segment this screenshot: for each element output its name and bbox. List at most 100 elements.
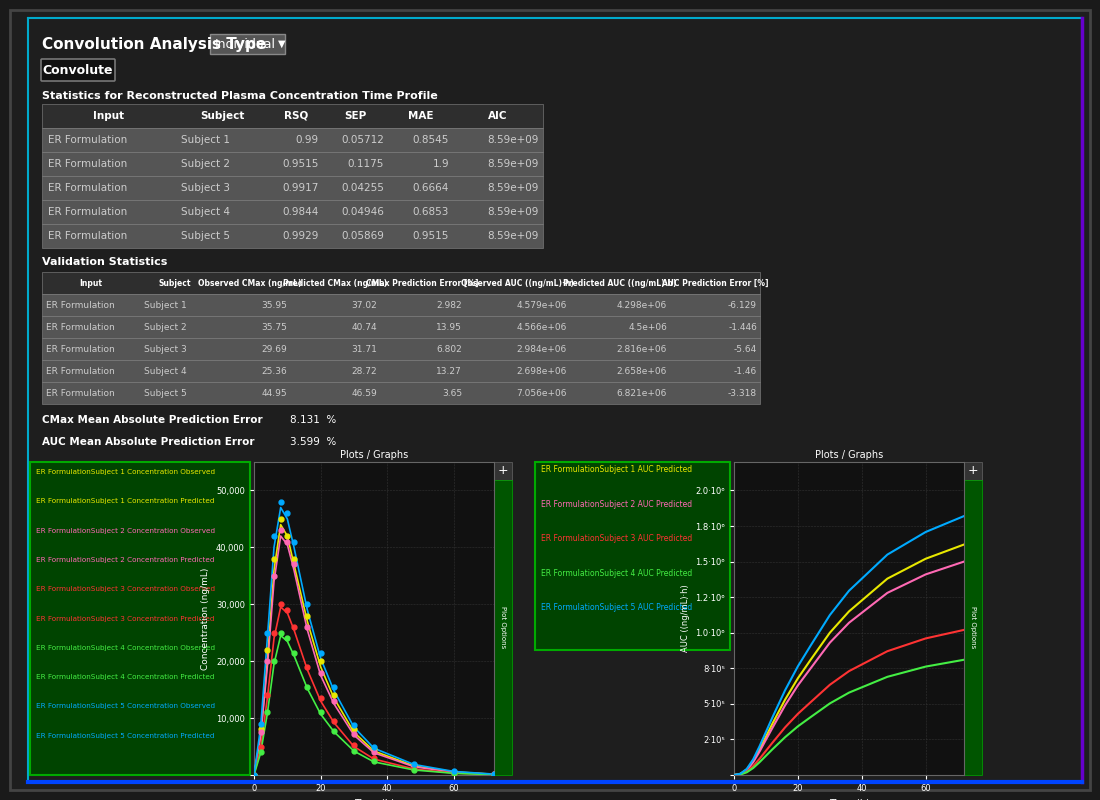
Text: MAE: MAE: [408, 111, 433, 121]
Text: 3.65: 3.65: [442, 389, 462, 398]
Text: Subject 2: Subject 2: [182, 159, 230, 169]
Text: AIC: AIC: [488, 111, 508, 121]
Text: ER Formulation: ER Formulation: [48, 159, 128, 169]
Text: ▼: ▼: [278, 39, 286, 49]
Text: +: +: [968, 465, 978, 478]
Y-axis label: AUC ((ng/mL)·h): AUC ((ng/mL)·h): [681, 585, 690, 652]
Text: Observed CMax (ng/mL): Observed CMax (ng/mL): [198, 278, 301, 287]
FancyBboxPatch shape: [41, 59, 116, 81]
Text: ER FormulationSubject 5 Concentration Observed: ER FormulationSubject 5 Concentration Ob…: [36, 703, 216, 710]
Bar: [42, 104, 543, 128]
Text: 0.99: 0.99: [296, 135, 319, 145]
Bar: [535, 462, 730, 650]
Text: 0.9515: 0.9515: [412, 231, 449, 241]
Text: Plot Options: Plot Options: [500, 606, 506, 649]
Title: Plots / Graphs: Plots / Graphs: [340, 450, 408, 460]
Text: 0.05712: 0.05712: [341, 135, 384, 145]
Text: 8.131  %: 8.131 %: [290, 415, 337, 425]
Text: 0.1175: 0.1175: [348, 159, 384, 169]
Text: 46.59: 46.59: [351, 389, 377, 398]
Text: -1.46: -1.46: [734, 366, 757, 375]
Text: 4.579e+06: 4.579e+06: [517, 301, 566, 310]
Text: 37.02: 37.02: [351, 301, 377, 310]
Text: ER Formulation: ER Formulation: [46, 322, 114, 331]
Bar: [42, 200, 543, 224]
Text: 2.816e+06: 2.816e+06: [617, 345, 667, 354]
Text: Plot Options: Plot Options: [970, 606, 976, 649]
Text: Subject 4: Subject 4: [144, 366, 187, 375]
Text: ER Formulation: ER Formulation: [48, 231, 128, 241]
Text: 44.95: 44.95: [262, 389, 287, 398]
Text: 4.5e+06: 4.5e+06: [628, 322, 667, 331]
Text: Validation Statistics: Validation Statistics: [42, 257, 167, 267]
Text: 6.821e+06: 6.821e+06: [617, 389, 667, 398]
Bar: [42, 360, 760, 382]
Text: Predicted AUC ((ng/mL)·h): Predicted AUC ((ng/mL)·h): [563, 278, 676, 287]
Text: 8.59e+09: 8.59e+09: [487, 135, 539, 145]
Text: 13.27: 13.27: [437, 366, 462, 375]
Text: Subject 3: Subject 3: [182, 183, 230, 193]
Text: 0.9844: 0.9844: [283, 207, 319, 217]
Text: ER Formulation: ER Formulation: [46, 366, 114, 375]
Text: 0.05869: 0.05869: [341, 231, 384, 241]
Text: 8.59e+09: 8.59e+09: [487, 207, 539, 217]
Text: 2.658e+06: 2.658e+06: [617, 366, 667, 375]
Text: ER FormulationSubject 1 Concentration Observed: ER FormulationSubject 1 Concentration Ob…: [36, 469, 216, 475]
Text: Predicted CMax (ng/mL): Predicted CMax (ng/mL): [283, 278, 387, 287]
Text: ER Formulation: ER Formulation: [48, 207, 128, 217]
Text: ER FormulationSubject 1 AUC Predicted: ER FormulationSubject 1 AUC Predicted: [541, 466, 692, 474]
Bar: [42, 224, 543, 248]
Text: 2.982: 2.982: [437, 301, 462, 310]
Text: AUC Prediction Error [%]: AUC Prediction Error [%]: [662, 278, 768, 287]
Bar: [30, 462, 250, 775]
Text: Subject: Subject: [200, 111, 244, 121]
Text: ER FormulationSubject 4 AUC Predicted: ER FormulationSubject 4 AUC Predicted: [541, 569, 692, 578]
Text: Input: Input: [92, 111, 124, 121]
Bar: [42, 338, 760, 360]
Text: ER FormulationSubject 2 AUC Predicted: ER FormulationSubject 2 AUC Predicted: [541, 500, 692, 509]
Text: -3.318: -3.318: [728, 389, 757, 398]
Text: ER FormulationSubject 2 Concentration Observed: ER FormulationSubject 2 Concentration Ob…: [36, 528, 216, 534]
Text: 8.59e+09: 8.59e+09: [487, 231, 539, 241]
Text: CMax Prediction Error [%]: CMax Prediction Error [%]: [366, 278, 478, 287]
Text: ER Formulation: ER Formulation: [48, 183, 128, 193]
X-axis label: Time (h): Time (h): [353, 798, 395, 800]
Bar: [42, 316, 760, 338]
X-axis label: Time (h): Time (h): [828, 798, 869, 800]
Text: 28.72: 28.72: [351, 366, 377, 375]
Text: 0.8545: 0.8545: [412, 135, 449, 145]
Text: Convolution Analysis Type: Convolution Analysis Type: [42, 37, 266, 51]
Bar: [210, 34, 285, 54]
Text: +: +: [497, 465, 508, 478]
Bar: [42, 152, 543, 176]
Text: 7.056e+06: 7.056e+06: [517, 389, 566, 398]
Text: Input: Input: [79, 278, 102, 287]
Bar: [42, 382, 760, 404]
Text: 0.9917: 0.9917: [283, 183, 319, 193]
Text: ER FormulationSubject 5 AUC Predicted: ER FormulationSubject 5 AUC Predicted: [541, 603, 692, 612]
Text: Subject 2: Subject 2: [144, 322, 187, 331]
Text: 35.95: 35.95: [261, 301, 287, 310]
Text: Subject 1: Subject 1: [182, 135, 230, 145]
Text: -6.129: -6.129: [728, 301, 757, 310]
Text: 29.69: 29.69: [262, 345, 287, 354]
Bar: [964, 462, 982, 480]
Text: Individual: Individual: [214, 38, 275, 50]
Text: ER FormulationSubject 3 AUC Predicted: ER FormulationSubject 3 AUC Predicted: [541, 534, 692, 543]
Bar: [42, 294, 760, 316]
Text: ER FormulationSubject 1 Concentration Predicted: ER FormulationSubject 1 Concentration Pr…: [36, 498, 215, 504]
Text: 6.802: 6.802: [437, 345, 462, 354]
Bar: [494, 480, 512, 775]
Text: 0.6853: 0.6853: [412, 207, 449, 217]
Text: Subject: Subject: [158, 278, 191, 287]
Title: Plots / Graphs: Plots / Graphs: [815, 450, 883, 460]
Y-axis label: Concentration (ng/mL): Concentration (ng/mL): [201, 567, 210, 670]
Text: 35.75: 35.75: [261, 322, 287, 331]
Text: 2.698e+06: 2.698e+06: [517, 366, 566, 375]
Bar: [42, 176, 543, 200]
Text: ER FormulationSubject 3 Concentration Observed: ER FormulationSubject 3 Concentration Ob…: [36, 586, 216, 592]
Text: Subject 3: Subject 3: [144, 345, 187, 354]
Text: ER FormulationSubject 2 Concentration Predicted: ER FormulationSubject 2 Concentration Pr…: [36, 557, 215, 563]
Text: 0.9515: 0.9515: [283, 159, 319, 169]
Text: Observed AUC ((ng/mL)·h): Observed AUC ((ng/mL)·h): [461, 278, 574, 287]
